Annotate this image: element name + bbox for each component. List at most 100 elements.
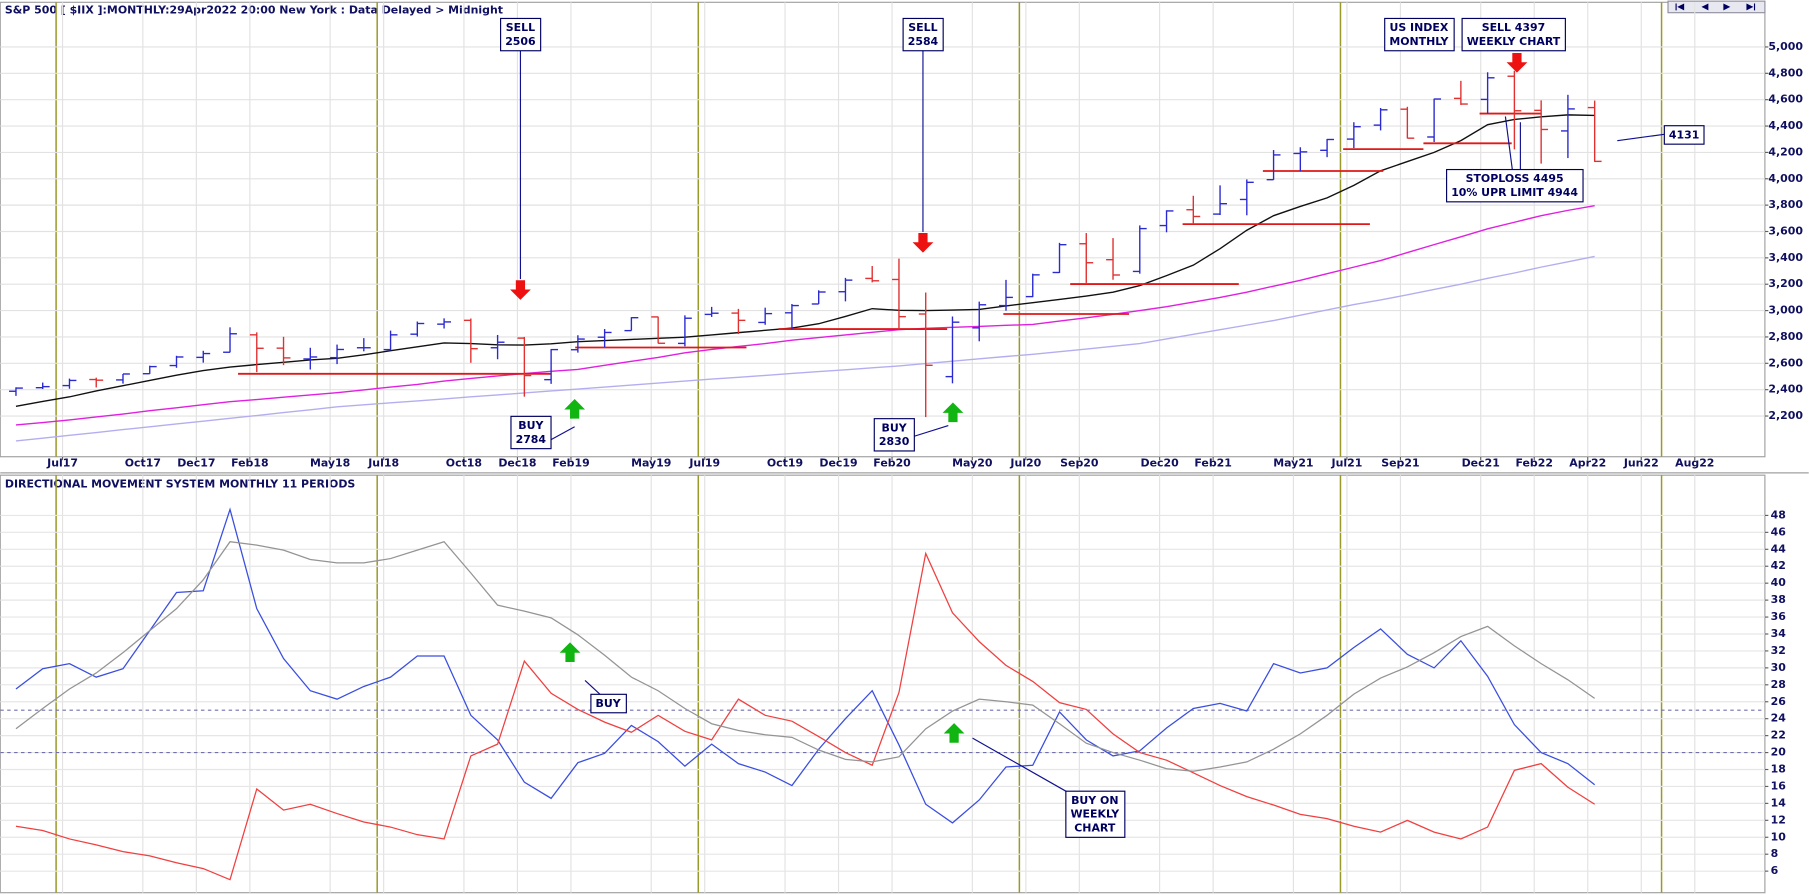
annotation-line: WEEKLY (1070, 808, 1120, 821)
annotation: BUY (590, 693, 627, 714)
sell-arrow (1506, 53, 1528, 73)
annotation: STOPLOSS 4495 10% UPR LIMIT 4944 (1446, 168, 1584, 203)
annotation-box (1384, 17, 1455, 52)
indicator-line (15, 551, 1596, 881)
x-tick-label: May20 (952, 457, 993, 470)
x-tick-label: Dec19 (819, 457, 857, 470)
x-tick-label: Feb18 (231, 457, 269, 470)
annotation-box (902, 17, 944, 52)
nav-last[interactable] (1746, 3, 1756, 11)
annotation-line: BUY (882, 421, 908, 434)
annotation-text: US INDEX MONTHLY (1389, 21, 1449, 48)
y-tick-label: 4,200 (1768, 145, 1803, 158)
annotation-text: BUY 2830 (879, 421, 910, 448)
annotation-box (1065, 790, 1126, 838)
navigation-buttons[interactable] (1667, 0, 1766, 14)
annotation-line: BUY ON (1071, 794, 1118, 807)
annotation-text: BUY (596, 697, 622, 710)
annotation-connector (911, 425, 949, 438)
annotation-box (873, 418, 915, 452)
x-tick-label: Jul20 (1009, 457, 1041, 470)
annotation-connector (548, 426, 575, 442)
annotation-line: 2830 (879, 435, 910, 448)
y-tick-label: 20 (1771, 746, 1787, 759)
x-tick-label: Sep21 (1381, 457, 1419, 470)
y-tick-label: 36 (1771, 610, 1787, 623)
y-tick-label: 42 (1771, 559, 1786, 572)
y-tick-label: 28 (1771, 678, 1786, 691)
annotation-box (1461, 17, 1566, 52)
x-tick-label: Oct18 (446, 457, 482, 470)
x-tick-label: Dec21 (1462, 457, 1500, 470)
x-tick-label: Aug22 (1675, 457, 1714, 470)
annotation-text: SELL 2506 (505, 21, 536, 48)
annotation-connector (972, 737, 1075, 797)
y-tick-label: 46 (1771, 525, 1787, 538)
annotation-connector (1504, 116, 1513, 170)
annotation-box (590, 693, 627, 714)
annotation: BUY 2830 (873, 418, 915, 452)
annotation: US INDEX MONTHLY (1384, 17, 1455, 52)
y-tick-label: 16 (1771, 779, 1787, 792)
annotation: BUY 2784 (510, 415, 552, 450)
moving-average-line (15, 255, 1595, 442)
dms-panel-frame (0, 474, 1766, 894)
annotation-text: BUY 2784 (516, 419, 547, 446)
annotation-line: 4131 (1669, 128, 1699, 141)
x-tick-label: Oct19 (767, 457, 803, 470)
annotation-line: 2506 (505, 35, 536, 48)
annotation-text: SELL 4397 WEEKLY CHART (1467, 21, 1561, 48)
y-tick-label: 30 (1771, 661, 1787, 674)
y-tick-label: 6 (1771, 864, 1779, 877)
y-tick-label: 3,000 (1768, 304, 1803, 317)
y-tick-label: 8 (1771, 847, 1779, 860)
annotation-line: CHART (1074, 822, 1116, 835)
y-tick-label: 22 (1771, 729, 1786, 742)
nav-next[interactable] (1723, 3, 1731, 11)
y-tick-label: 4,000 (1768, 172, 1803, 185)
y-tick-label: 48 (1771, 508, 1786, 521)
buy-arrow (564, 399, 586, 419)
annotation-text: BUY ON WEEKLY CHART (1070, 794, 1120, 835)
y-tick-label: 4,600 (1768, 93, 1803, 106)
y-tick-label: 18 (1771, 763, 1786, 776)
annotation-line: MONTHLY (1389, 35, 1449, 48)
y-tick-label: 4,800 (1768, 66, 1803, 79)
y-tick-label: 24 (1771, 712, 1787, 725)
annotation: SELL 4397 WEEKLY CHART (1461, 17, 1566, 52)
x-tick-label: Dec20 (1141, 457, 1180, 470)
y-tick-label: 14 (1771, 796, 1787, 809)
annotation: 4131 (1663, 125, 1705, 145)
annotation-line: SELL 4397 (1482, 21, 1546, 34)
annotation-line: SELL (506, 21, 535, 34)
indicator-title: DIRECTIONAL MOVEMENT SYSTEM MONTHLY 11 P… (5, 477, 356, 490)
x-tick-label: Jul19 (688, 457, 720, 470)
annotation-line: WEEKLY CHART (1467, 35, 1561, 48)
x-tick-label: Jun22 (1623, 457, 1659, 470)
price-panel-frame (0, 1, 1766, 458)
annotation: SELL 2506 (500, 17, 542, 52)
annotation-box (500, 17, 542, 52)
annotation-line: SELL (908, 21, 937, 34)
annotation-line: BUY (596, 697, 622, 710)
x-tick-label: Feb22 (1515, 457, 1553, 470)
y-tick-label: 2,600 (1768, 356, 1803, 369)
annotation-line: BUY (518, 419, 544, 432)
y-tick-label: 40 (1771, 576, 1787, 589)
y-tick-label: 2,800 (1768, 330, 1803, 343)
sell-arrow (912, 232, 934, 253)
moving-average-line (15, 114, 1595, 408)
indicator-line (15, 507, 1596, 824)
annotation-line: 2784 (516, 433, 547, 446)
x-tick-label: May19 (631, 457, 671, 470)
nav-prev[interactable] (1701, 3, 1709, 11)
x-tick-label: Dec18 (498, 457, 536, 470)
moving-average-line (15, 204, 1595, 426)
nav-first[interactable] (1675, 3, 1685, 11)
annotation-text: SELL 2584 (908, 21, 939, 48)
annotation-line: 2584 (908, 35, 939, 48)
